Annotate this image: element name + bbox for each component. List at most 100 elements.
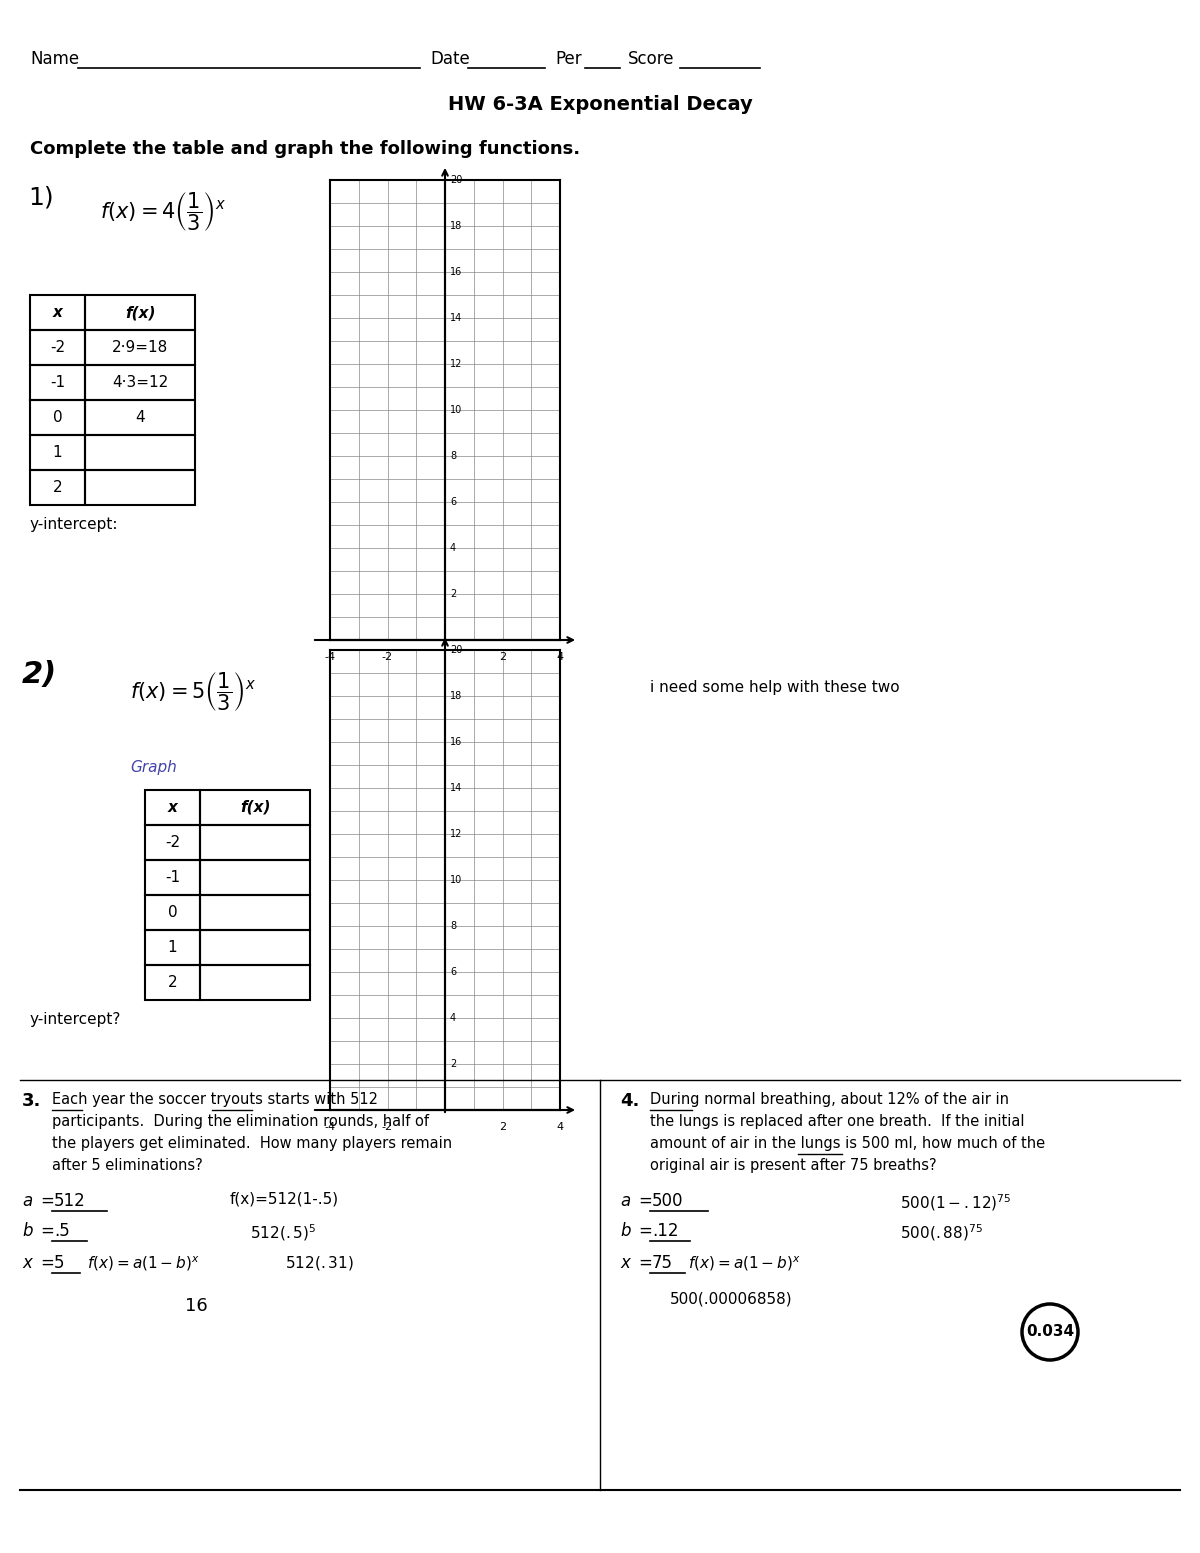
Text: $f(x) = a(1-b)^x$: $f(x) = a(1-b)^x$ bbox=[88, 1253, 200, 1272]
Text: 0: 0 bbox=[53, 410, 62, 426]
Text: $f(x) = a(1-b)^x$: $f(x) = a(1-b)^x$ bbox=[688, 1253, 800, 1272]
Text: 2: 2 bbox=[53, 480, 62, 495]
Text: 512: 512 bbox=[54, 1193, 85, 1210]
Text: $x$: $x$ bbox=[22, 1253, 35, 1272]
Text: Graph: Graph bbox=[130, 759, 176, 775]
Text: $500(.88)^{75}$: $500(.88)^{75}$ bbox=[900, 1222, 983, 1242]
Bar bbox=[30, 401, 85, 435]
Text: 2: 2 bbox=[499, 1121, 506, 1132]
Bar bbox=[85, 295, 194, 329]
Text: -1: -1 bbox=[50, 374, 65, 390]
Bar bbox=[85, 471, 194, 505]
Text: 4·3=12: 4·3=12 bbox=[112, 374, 168, 390]
Text: 4: 4 bbox=[450, 544, 456, 553]
Text: 4: 4 bbox=[557, 1121, 564, 1132]
Text: $b$: $b$ bbox=[620, 1222, 631, 1239]
Text: -1: -1 bbox=[164, 870, 180, 885]
Bar bbox=[30, 295, 85, 329]
Text: Date: Date bbox=[430, 50, 469, 68]
Bar bbox=[30, 365, 85, 401]
Bar bbox=[85, 365, 194, 401]
Text: =: = bbox=[40, 1222, 54, 1239]
Bar bbox=[145, 825, 200, 860]
Bar bbox=[30, 329, 85, 365]
Text: Complete the table and graph the following functions.: Complete the table and graph the followi… bbox=[30, 140, 580, 158]
Text: $a$: $a$ bbox=[620, 1193, 631, 1210]
Text: 2: 2 bbox=[168, 975, 178, 989]
Bar bbox=[145, 860, 200, 895]
Text: f(x): f(x) bbox=[240, 800, 270, 815]
Text: 8: 8 bbox=[450, 450, 456, 461]
Text: $500(1-.12)^{75}$: $500(1-.12)^{75}$ bbox=[900, 1193, 1012, 1213]
Text: the players get eliminated.  How many players remain: the players get eliminated. How many pla… bbox=[52, 1135, 452, 1151]
Text: =: = bbox=[40, 1193, 54, 1210]
Text: $a$: $a$ bbox=[22, 1193, 34, 1210]
Text: =: = bbox=[638, 1193, 652, 1210]
Text: 75: 75 bbox=[652, 1253, 673, 1272]
Text: 500(.00006858): 500(.00006858) bbox=[670, 1292, 793, 1308]
Text: 2): 2) bbox=[22, 660, 58, 690]
Text: Name: Name bbox=[30, 50, 79, 68]
Text: .12: .12 bbox=[652, 1222, 678, 1239]
Text: =: = bbox=[40, 1253, 54, 1272]
Text: =: = bbox=[638, 1222, 652, 1239]
Text: 8: 8 bbox=[450, 921, 456, 930]
Text: 1: 1 bbox=[53, 446, 62, 460]
Bar bbox=[85, 401, 194, 435]
Text: 4: 4 bbox=[557, 652, 564, 662]
Text: y-intercept?: y-intercept? bbox=[30, 1013, 121, 1027]
Text: 14: 14 bbox=[450, 783, 462, 794]
Text: y-intercept:: y-intercept: bbox=[30, 517, 119, 533]
Bar bbox=[200, 964, 310, 1000]
Text: 18: 18 bbox=[450, 221, 462, 231]
Text: 20: 20 bbox=[450, 644, 462, 655]
Text: 16: 16 bbox=[185, 1297, 208, 1315]
Text: 0: 0 bbox=[168, 905, 178, 919]
Bar bbox=[200, 825, 310, 860]
Text: 3.: 3. bbox=[22, 1092, 41, 1110]
Text: original air is present after 75 breaths?: original air is present after 75 breaths… bbox=[650, 1159, 937, 1173]
Text: 14: 14 bbox=[450, 314, 462, 323]
Text: -4: -4 bbox=[324, 652, 336, 662]
Text: .5: .5 bbox=[54, 1222, 70, 1239]
Text: $512(.5)^5$: $512(.5)^5$ bbox=[250, 1222, 317, 1242]
Text: f(x): f(x) bbox=[125, 304, 155, 320]
Text: -2: -2 bbox=[382, 1121, 394, 1132]
Text: 2: 2 bbox=[450, 589, 456, 599]
Text: Per: Per bbox=[554, 50, 582, 68]
Text: 10: 10 bbox=[450, 874, 462, 885]
Text: the lungs is replaced after one breath.  If the initial: the lungs is replaced after one breath. … bbox=[650, 1114, 1025, 1129]
Bar bbox=[145, 895, 200, 930]
Bar bbox=[30, 435, 85, 471]
Text: 1): 1) bbox=[28, 185, 54, 210]
Text: 12: 12 bbox=[450, 829, 462, 839]
Text: $f(x)=4\left(\dfrac{1}{3}\right)^{x}$: $f(x)=4\left(\dfrac{1}{3}\right)^{x}$ bbox=[100, 189, 227, 233]
Text: -2: -2 bbox=[382, 652, 394, 662]
Text: x: x bbox=[53, 304, 62, 320]
Text: $x$: $x$ bbox=[620, 1253, 632, 1272]
Text: amount of air in the lungs is 500 ml, how much of the: amount of air in the lungs is 500 ml, ho… bbox=[650, 1135, 1045, 1151]
Text: 5: 5 bbox=[54, 1253, 65, 1272]
Text: 18: 18 bbox=[450, 691, 462, 700]
Text: x: x bbox=[168, 800, 178, 815]
Text: 12: 12 bbox=[450, 359, 462, 370]
Bar bbox=[200, 895, 310, 930]
Bar bbox=[85, 435, 194, 471]
Text: 2·9=18: 2·9=18 bbox=[112, 340, 168, 356]
Text: 16: 16 bbox=[450, 267, 462, 276]
Text: $512(.31)$: $512(.31)$ bbox=[286, 1253, 354, 1272]
Text: 4: 4 bbox=[450, 1013, 456, 1023]
Text: 1: 1 bbox=[168, 940, 178, 955]
Bar bbox=[85, 329, 194, 365]
Text: During normal breathing, about 12% of the air in: During normal breathing, about 12% of th… bbox=[650, 1092, 1009, 1107]
Text: 16: 16 bbox=[450, 738, 462, 747]
Bar bbox=[145, 930, 200, 964]
Text: i need some help with these two: i need some help with these two bbox=[650, 680, 900, 696]
Bar bbox=[145, 964, 200, 1000]
Text: 2: 2 bbox=[450, 1059, 456, 1068]
Text: Score: Score bbox=[628, 50, 674, 68]
Text: -2: -2 bbox=[164, 836, 180, 849]
Text: 500: 500 bbox=[652, 1193, 684, 1210]
Text: 4.: 4. bbox=[620, 1092, 640, 1110]
Text: participants.  During the elimination rounds, half of: participants. During the elimination rou… bbox=[52, 1114, 430, 1129]
